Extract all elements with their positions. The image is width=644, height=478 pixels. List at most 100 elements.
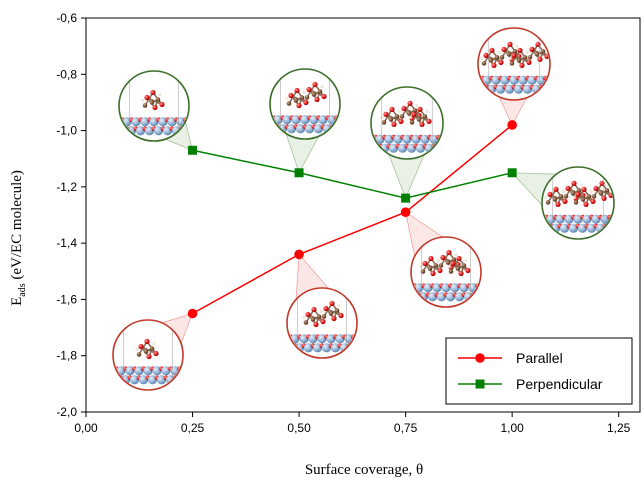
ti-atom bbox=[452, 144, 461, 153]
inset-border bbox=[477, 27, 551, 101]
ti-atom bbox=[401, 292, 410, 301]
c-atom bbox=[433, 263, 439, 268]
c-atom bbox=[509, 61, 515, 66]
inset-structure bbox=[372, 88, 461, 158]
c-atom bbox=[506, 52, 512, 57]
c-atom bbox=[451, 257, 457, 262]
h-atom bbox=[135, 347, 139, 352]
o-atom bbox=[479, 84, 481, 90]
y-tick-label: -2,0 bbox=[56, 405, 77, 419]
y-tick-label: -1,4 bbox=[56, 236, 77, 250]
c-atom bbox=[598, 191, 604, 196]
o-atom bbox=[314, 96, 320, 103]
series-layer bbox=[187, 120, 517, 319]
o-atom bbox=[547, 84, 549, 90]
ti-atom bbox=[193, 375, 202, 384]
structure-inset bbox=[103, 319, 202, 391]
c-atom bbox=[316, 314, 322, 319]
c-atom bbox=[328, 311, 334, 316]
inset-border bbox=[112, 319, 184, 391]
h-atom bbox=[337, 303, 341, 308]
o-atom bbox=[484, 283, 489, 288]
y-tick-label: -1,2 bbox=[56, 180, 77, 194]
ti-atom bbox=[367, 343, 376, 352]
x-tick-label: 0,00 bbox=[74, 421, 98, 435]
ti-atom bbox=[614, 224, 623, 233]
o-atom bbox=[565, 185, 571, 191]
o-atom bbox=[403, 283, 408, 288]
o-atom bbox=[152, 104, 158, 111]
h-atom bbox=[579, 183, 583, 187]
o-atom bbox=[479, 292, 480, 298]
c-atom bbox=[522, 55, 528, 60]
o-atom bbox=[561, 76, 566, 81]
c-atom bbox=[142, 103, 148, 108]
c-atom bbox=[406, 111, 412, 116]
o-atom bbox=[450, 144, 455, 149]
o-atom bbox=[611, 223, 613, 229]
o-atom bbox=[519, 62, 525, 68]
ti-atom bbox=[464, 76, 473, 85]
o-atom bbox=[343, 115, 348, 120]
c-atom bbox=[573, 200, 579, 205]
ti-atom bbox=[103, 375, 112, 384]
o-atom bbox=[571, 180, 577, 186]
data-point-parallel bbox=[187, 308, 198, 319]
c-atom bbox=[448, 269, 454, 274]
ti-atom bbox=[443, 144, 452, 153]
o-atom bbox=[483, 52, 489, 59]
ti-atom bbox=[358, 343, 367, 352]
c-atom bbox=[416, 117, 422, 122]
o-atom bbox=[352, 115, 357, 120]
structure-inset bbox=[401, 236, 498, 308]
o-atom bbox=[630, 224, 635, 229]
c-atom bbox=[293, 98, 299, 103]
o-atom bbox=[138, 343, 144, 350]
inset-border bbox=[286, 287, 358, 359]
o-atom bbox=[357, 124, 362, 129]
c-atom bbox=[136, 352, 142, 357]
o-atom bbox=[507, 41, 513, 48]
data-point-parallel bbox=[400, 207, 411, 217]
o-atom bbox=[144, 94, 150, 101]
o-atom bbox=[187, 126, 188, 132]
h-atom bbox=[526, 50, 530, 55]
o-atom bbox=[320, 318, 326, 325]
c-atom bbox=[334, 308, 340, 313]
o-atom bbox=[191, 375, 196, 380]
structure-inset bbox=[260, 68, 362, 140]
h-atom bbox=[158, 92, 162, 97]
o-atom bbox=[450, 260, 456, 267]
o-atom bbox=[419, 121, 425, 127]
x-tick-label: 0,50 bbox=[287, 421, 311, 435]
o-atom bbox=[590, 198, 596, 204]
o-atom bbox=[312, 81, 318, 88]
o-atom bbox=[374, 343, 379, 348]
o-atom bbox=[426, 118, 432, 124]
y-tick-label: -0,6 bbox=[56, 11, 77, 25]
o-atom bbox=[493, 283, 498, 288]
ti-atom bbox=[260, 124, 269, 133]
h-atom bbox=[590, 189, 594, 193]
inset-border bbox=[118, 70, 190, 142]
c-atom bbox=[149, 346, 155, 351]
c-atom bbox=[576, 188, 582, 193]
data-point-perpendicular bbox=[294, 168, 304, 178]
x-tick-label: 1,25 bbox=[607, 421, 631, 435]
o-atom bbox=[489, 292, 494, 297]
o-atom bbox=[440, 143, 442, 149]
x-tick-label: 0,75 bbox=[394, 421, 418, 435]
o-atom bbox=[601, 195, 607, 201]
o-atom bbox=[445, 135, 450, 140]
o-atom bbox=[625, 215, 630, 220]
h-atom bbox=[320, 309, 324, 314]
legend-marker bbox=[475, 353, 485, 363]
h-atom bbox=[508, 56, 512, 61]
c-atom bbox=[422, 114, 428, 119]
data-point-parallel bbox=[294, 249, 304, 260]
structure-inset bbox=[464, 27, 566, 101]
ti-atom bbox=[482, 292, 491, 301]
o-atom bbox=[181, 375, 182, 381]
o-atom bbox=[593, 185, 599, 191]
o-atom bbox=[458, 270, 464, 277]
